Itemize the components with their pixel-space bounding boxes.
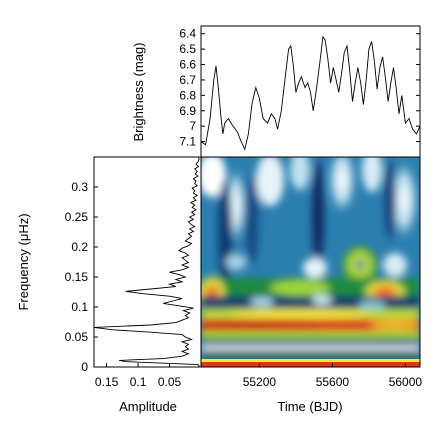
time-x-tick-label: 55600 xyxy=(316,375,350,389)
heatmap-band xyxy=(201,345,420,351)
heatmap-blob xyxy=(290,157,310,190)
time-x-axis-label: Time (BJD) xyxy=(277,399,342,414)
amplitude-x-tick-label: 0.1 xyxy=(130,375,147,389)
heatmap-blob xyxy=(245,175,259,265)
wavelet-panel: 55200 55600 56000 Time (BJD) xyxy=(200,156,423,414)
frequency-y-ticks: 0 0.05 0.1 0.15 0.2 0.25 0.3 xyxy=(65,180,98,374)
heatmap-blob xyxy=(230,309,370,319)
light-curve-y-tick-label: 6.9 xyxy=(179,104,196,118)
heatmap-blob xyxy=(383,253,407,277)
light-curve-y-tick-label: 6.4 xyxy=(179,27,196,41)
time-x-ticks: 55200 55600 56000 xyxy=(243,363,423,389)
heatmap-band xyxy=(201,351,420,357)
heatmap-blob xyxy=(201,157,226,197)
heatmap-blob xyxy=(370,320,420,330)
heatmap-blob xyxy=(358,300,386,310)
light-curve-y-ticks: 6.46.5 6.66.76.8 6.97 7.1 xyxy=(179,27,420,149)
heatmap-band xyxy=(201,362,420,367)
heatmap-blob xyxy=(270,280,330,296)
heatmap-band xyxy=(201,339,420,345)
light-curve-y-tick-label: 6.7 xyxy=(179,73,196,87)
light-curve-y-tick-label: 7 xyxy=(189,119,196,133)
wavelet-heatmap xyxy=(201,157,420,367)
heatmap-blob xyxy=(201,319,320,331)
frequency-y-tick-label: 0.3 xyxy=(71,180,88,194)
wavelet-frame xyxy=(200,156,421,368)
amplitude-frame xyxy=(93,156,202,368)
frequency-y-axis-label: Frequency (μHz) xyxy=(16,213,31,310)
frequency-y-tick-label: 0.2 xyxy=(71,240,88,254)
frequency-y-tick-label: 0.15 xyxy=(65,270,89,284)
light-curve-line xyxy=(200,35,421,151)
heatmap-blob xyxy=(303,258,327,278)
amplitude-x-axis-label: Amplitude xyxy=(119,399,177,414)
heatmap-blob xyxy=(250,297,274,307)
frequency-y-tick-label: 0.1 xyxy=(71,300,88,314)
heatmap-blob xyxy=(328,157,356,214)
heatmap-blob xyxy=(256,157,284,206)
light-curve-y-tick-label: 6.6 xyxy=(179,58,196,72)
light-curve-y-tick-label: 7.1 xyxy=(179,135,196,149)
heatmap-band xyxy=(201,359,420,362)
heatmap-blob xyxy=(218,180,232,290)
heatmap-band xyxy=(201,296,420,310)
frequency-y-tick-label: 0.05 xyxy=(65,330,89,344)
time-x-tick-label: 56000 xyxy=(389,375,423,389)
heatmap-blob xyxy=(390,160,418,240)
light-curve-y-tick-label: 6.8 xyxy=(179,88,196,102)
amplitude-x-ticks: 0.15 0.1 0.05 xyxy=(95,363,182,389)
light-curve-y-axis-label: Brightness (mag) xyxy=(131,43,146,142)
frequency-y-tick-label: 0.25 xyxy=(65,210,89,224)
heatmap-blob xyxy=(312,295,332,305)
heatmap-blob xyxy=(312,160,324,270)
heatmap-band xyxy=(201,331,420,339)
heatmap-blob xyxy=(226,254,246,270)
light-curve-y-tick-label: 6.5 xyxy=(179,42,196,56)
amplitude-x-tick-label: 0.05 xyxy=(158,375,182,389)
heatmap-blob xyxy=(362,157,382,192)
amplitude-x-tick-label: 0.15 xyxy=(95,375,119,389)
heatmap-blob xyxy=(384,160,396,240)
frequency-y-tick-label: 0 xyxy=(81,360,88,374)
amplitude-panel: 0.15 0.1 0.05 0 0.05 0.1 0.15 0.2 0.25 0.3 Ampli… xyxy=(16,156,202,414)
heatmap-blob xyxy=(340,243,380,287)
light-curve-panel: 6.46.5 6.66.76.8 6.97 7.1 Brightness (mag) xyxy=(131,25,421,158)
time-x-tick-label: 55200 xyxy=(243,375,277,389)
amplitude-spectrum-line xyxy=(93,156,201,368)
